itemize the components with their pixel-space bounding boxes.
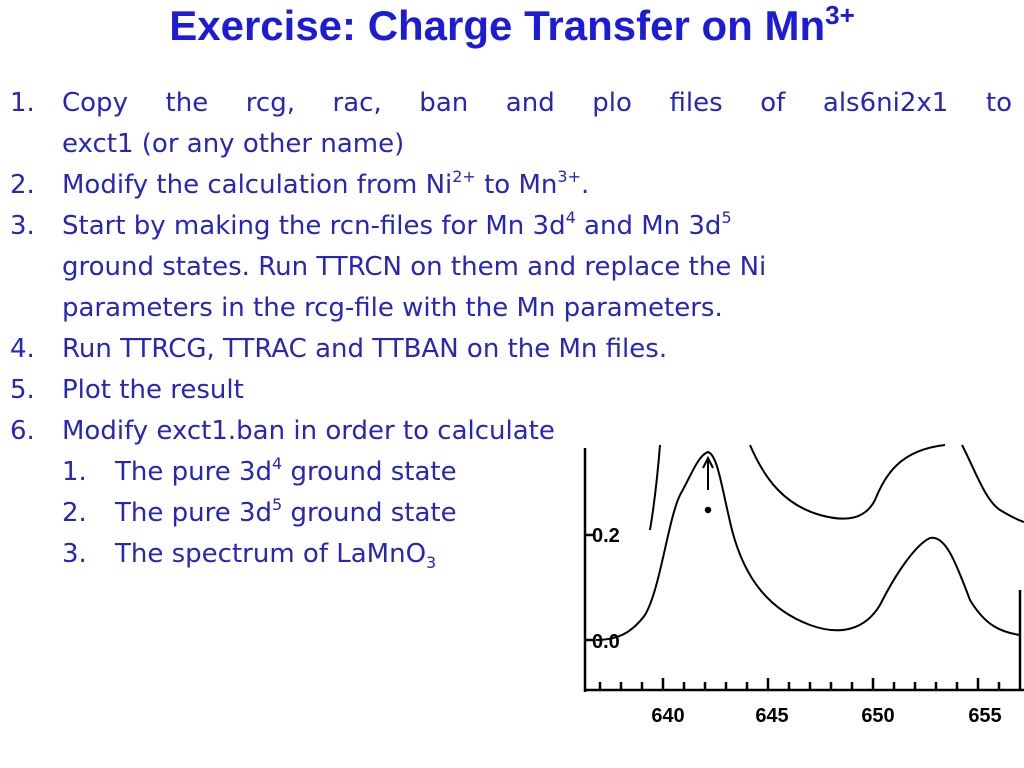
text: Exercise: Charge Transfer on Mn — [169, 2, 826, 49]
ticks — [585, 533, 593, 642]
curve — [749, 444, 946, 520]
item-number: 3. — [62, 539, 87, 569]
slide-title: Exercise: Charge Transfer on Mn3+ — [0, 2, 1024, 50]
item-line: exct1 (or any other name) — [62, 124, 1012, 165]
item-number: 1. — [62, 457, 87, 487]
item-line: Modify exct1.ban in order to calculate — [62, 411, 1012, 452]
item-number: 5. — [10, 375, 35, 405]
axis-label: 640 — [651, 705, 684, 727]
text: ground state — [282, 457, 457, 487]
text: Copy the rcg, rac, ban and plo files of … — [62, 88, 1012, 118]
superscript: 4 — [565, 208, 576, 227]
text: and Mn 3d — [575, 211, 722, 241]
list-item: 1. The pure 3d4 ground state — [0, 452, 1024, 493]
superscript: 3+ — [825, 0, 855, 30]
item-line: The pure 3d4 ground state — [115, 452, 1024, 493]
item-line: The spectrum of LaMnO3 — [115, 534, 1024, 575]
bullet-list: 1. Copy the rcg, rac, ban and plo files o… — [0, 83, 1024, 575]
item-line: The pure 3d5 ground state — [115, 493, 1024, 534]
curve — [961, 444, 1024, 523]
item-number: 4. — [10, 334, 35, 364]
axis-label: 645 — [755, 705, 788, 727]
ticks — [598, 678, 1001, 690]
text: ground state — [282, 498, 457, 528]
superscript: 3+ — [557, 167, 581, 186]
text: . — [580, 170, 590, 200]
list-item: 2. Modify the calculation from Ni2+ to Mn… — [0, 165, 1024, 206]
text: Modify the calculation from Ni — [62, 170, 453, 200]
item-line: Modify the calculation from Ni2+ to Mn3+… — [62, 165, 1012, 206]
superscript: 2+ — [452, 167, 476, 186]
text: Modify exct1.ban in order to calculate — [62, 416, 555, 446]
subscript: 3 — [426, 553, 437, 572]
text: The pure 3d — [115, 498, 273, 528]
text: parameters in the rcg-file with the Mn p… — [62, 293, 723, 323]
curve — [649, 444, 661, 531]
superscript: 5 — [721, 208, 732, 227]
list-item: 1. Copy the rcg, rac, ban and plo files o… — [0, 83, 1024, 165]
list-item: 2. The pure 3d5 ground state — [0, 493, 1024, 534]
axis-label: 0.0 — [592, 631, 620, 653]
axis-label: 655 — [968, 705, 1001, 727]
text: ground states. Run TTRCN on them and rep… — [62, 252, 767, 282]
item-line: ground states. Run TTRCN on them and rep… — [62, 247, 1012, 288]
dot — [704, 506, 712, 514]
text: Run TTRCG, TTRAC and TTBAN on the Mn fil… — [62, 334, 668, 364]
item-line: Run TTRCG, TTRAC and TTBAN on the Mn fil… — [62, 329, 1012, 370]
axis-label: 0.2 — [592, 525, 620, 547]
list-item: 5. Plot the result — [0, 370, 1024, 411]
superscript: 5 — [272, 495, 283, 514]
item-line: Start by making the rcn-files for Mn 3d4… — [62, 206, 1012, 247]
item-number: 2. — [62, 498, 87, 528]
item-number: 2. — [10, 170, 35, 200]
superscript: 4 — [272, 454, 283, 473]
text: The spectrum of LaMnO — [115, 539, 427, 569]
text: Start by making the rcn-files for Mn 3d — [62, 211, 566, 241]
curve — [595, 450, 1021, 641]
item-line: parameters in the rcg-file with the Mn p… — [62, 288, 1012, 329]
list-item: 3. Start by making the rcn-files for Mn 3… — [0, 206, 1024, 329]
spectrum-figure: 0.2 0.0 640 645 650 655 — [583, 444, 1024, 727]
item-number: 1. — [10, 88, 35, 118]
item-line: Plot the result — [62, 370, 1012, 411]
item-line: Copy the rcg, rac, ban and plo files of … — [62, 83, 1012, 124]
text: The pure 3d — [115, 457, 273, 487]
axis-label: 650 — [861, 705, 894, 727]
arrow — [702, 455, 714, 490]
text: to Mn — [475, 170, 558, 200]
list-item: 6. Modify exct1.ban in order to calculate — [0, 411, 1024, 452]
item-number: 3. — [10, 211, 35, 241]
text: exct1 (or any other name) — [62, 129, 405, 159]
list-item: 3. The spectrum of LaMnO3 — [0, 534, 1024, 575]
list-item: 4. Run TTRCG, TTRAC and TTBAN on the Mn f… — [0, 329, 1024, 370]
text: Plot the result — [62, 375, 244, 405]
item-number: 6. — [10, 416, 35, 446]
